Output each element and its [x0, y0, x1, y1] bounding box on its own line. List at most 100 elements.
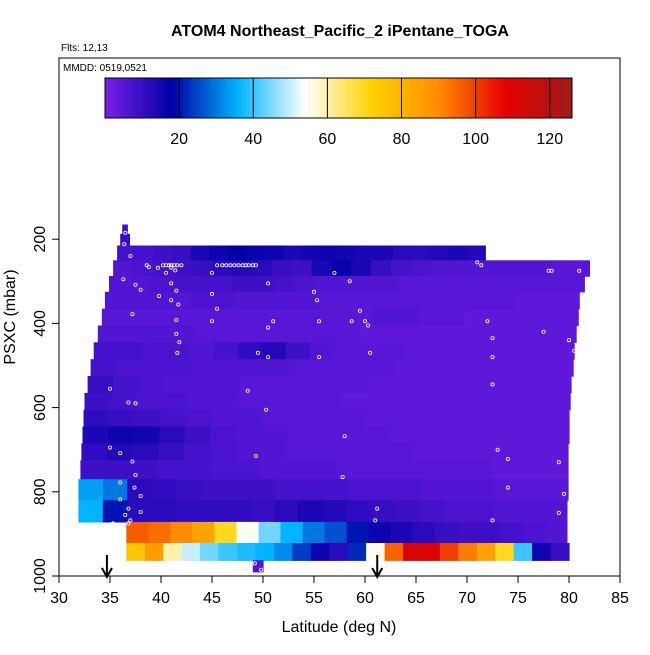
heatmap-cell [233, 276, 255, 293]
heatmap-cell [159, 426, 186, 444]
heatmap-cell [306, 308, 330, 327]
heatmap-cell [122, 224, 128, 235]
heatmap-cell [289, 325, 314, 343]
colorbar-swatch [368, 78, 373, 118]
heatmap-cell [113, 376, 139, 394]
heatmap-cell [412, 521, 436, 544]
colorbar-swatch [542, 78, 547, 118]
sample-point [332, 270, 337, 275]
heatmap-cell [249, 479, 275, 501]
colorbar-swatch [420, 78, 425, 118]
sample-point [176, 302, 181, 307]
heatmap-cell [193, 325, 218, 343]
colorbar-swatch [486, 78, 491, 118]
colorbar-swatch [357, 78, 362, 118]
heatmap-cell [337, 443, 364, 461]
heatmap-cell [516, 460, 543, 480]
colorbar-swatch [282, 78, 288, 118]
heatmap-cell [277, 291, 300, 310]
heatmap-cell [82, 426, 109, 444]
heatmap-cell [532, 543, 552, 561]
sample-point [209, 270, 214, 275]
heatmap-cell [186, 392, 213, 411]
heatmap-cell [80, 460, 107, 480]
heatmap-cell [552, 325, 577, 343]
heatmap-cell [347, 479, 373, 501]
heatmap-cell [135, 392, 162, 411]
heatmap-cell [237, 392, 264, 411]
heatmap-cell [113, 260, 134, 277]
heatmap-cell [418, 376, 445, 394]
sample-point [167, 263, 172, 268]
heatmap-cell [529, 260, 551, 277]
sample-point [128, 253, 133, 258]
heatmap-cell [363, 443, 390, 461]
colorbar-swatch [201, 78, 206, 118]
sample-point [357, 308, 362, 313]
x-tick-label: 55 [305, 590, 323, 607]
colorbar-swatch [223, 78, 228, 118]
heatmap-cell [132, 443, 159, 461]
heatmap-cell [126, 543, 146, 561]
heatmap-cell [557, 291, 580, 310]
heatmap-cell [311, 460, 338, 480]
heatmap-cell [107, 443, 134, 461]
heatmap-cell [322, 500, 348, 523]
colorbar-swatch [149, 78, 154, 118]
sample-point [111, 521, 116, 526]
sample-point [567, 338, 572, 343]
heatmap-cell [144, 543, 164, 561]
heatmap-cell [371, 260, 392, 277]
colorbar-swatch [319, 78, 325, 118]
sample-point [253, 453, 258, 458]
colorbar-swatch [216, 78, 221, 118]
heatmap-cell [161, 392, 188, 411]
sample-point [228, 263, 233, 268]
colorbar-swatch [286, 78, 291, 118]
heatmap-cell [265, 376, 292, 394]
sample-point [311, 289, 316, 294]
sample-point [266, 281, 271, 286]
colorbar-swatch [331, 78, 336, 118]
heatmap-cell [465, 443, 492, 461]
heatmap-cell [419, 276, 441, 293]
heatmap-cell [217, 359, 244, 377]
heatmap-cell [449, 291, 472, 310]
heatmap-cell [264, 245, 284, 261]
heatmap-cell [262, 409, 289, 428]
heatmap-cell [236, 409, 263, 428]
heatmap-cell [392, 376, 419, 394]
heatmap-cell [117, 342, 143, 360]
heatmap-cell [148, 521, 171, 544]
sample-point [340, 475, 345, 480]
colorbar-swatch [449, 78, 454, 118]
colorbar-swatch [256, 78, 262, 118]
heatmap-cell [126, 291, 149, 310]
heatmap-cell [406, 291, 429, 310]
heatmap-cell [496, 359, 523, 377]
colorbar-swatch [338, 78, 343, 118]
heatmap-cell [510, 308, 534, 327]
heatmap-cell [287, 426, 314, 444]
heatmap-cell [388, 443, 415, 461]
heatmap-cell [339, 409, 366, 428]
heatmap-cell [176, 500, 202, 523]
colorbar-swatch [557, 78, 562, 118]
sample-point [490, 382, 495, 387]
heatmap-cell [181, 543, 201, 561]
colorbar-swatch [312, 78, 317, 118]
sample-point [138, 509, 143, 514]
heatmap-cell [415, 409, 442, 428]
heatmap-cell [141, 342, 167, 360]
colorbar-swatch [520, 78, 525, 118]
colorbar-swatch [208, 78, 213, 118]
colorbar-swatch [408, 78, 414, 118]
sample-point [174, 288, 179, 293]
heatmap-cell [444, 500, 470, 523]
sample-point [264, 407, 269, 412]
heatmap-cell [500, 521, 524, 544]
heatmap-cell [543, 276, 565, 293]
heatmap-cell [106, 460, 133, 480]
sample-point [378, 550, 383, 555]
